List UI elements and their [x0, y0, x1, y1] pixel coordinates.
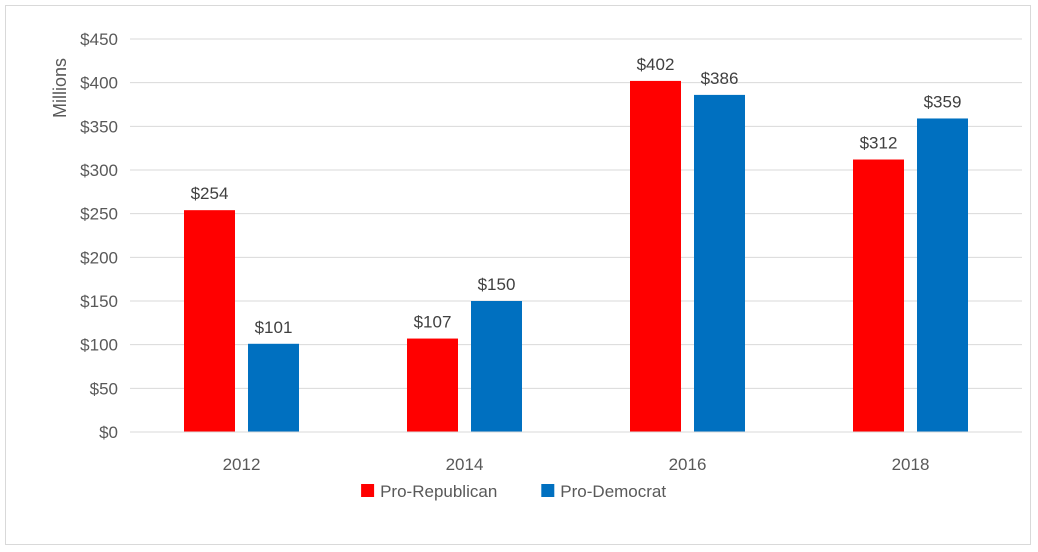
- bar-pro-republican-2018: [853, 159, 904, 432]
- legend-label: Pro-Republican: [380, 482, 497, 501]
- data-label: $101: [255, 318, 293, 337]
- y-tick-label: $150: [80, 292, 118, 311]
- bar-pro-democrat-2014: [471, 301, 522, 432]
- y-tick-label: $400: [80, 74, 118, 93]
- x-tick-label: 2016: [669, 455, 707, 474]
- data-label: $150: [478, 275, 516, 294]
- bar-pro-republican-2014: [407, 338, 458, 432]
- y-tick-label: $100: [80, 336, 118, 355]
- legend-swatch: [361, 484, 375, 497]
- y-axis-ticks: $0 $50 $100 $150 $200 $250 $300 $350 $400 $450: [80, 30, 118, 442]
- data-label: $386: [701, 69, 739, 88]
- bar-pro-democrat-2012: [248, 343, 299, 432]
- data-label: $402: [637, 55, 675, 74]
- y-tick-label: $200: [80, 248, 118, 267]
- y-tick-label: $250: [80, 205, 118, 224]
- bar-pro-democrat-2018: [917, 118, 968, 433]
- data-label: $359: [924, 92, 962, 111]
- x-tick-label: 2018: [892, 455, 930, 474]
- data-labels: $254 $101 $107 $150 $402 $386 $312 $359: [191, 55, 962, 337]
- data-label: $312: [860, 134, 898, 153]
- bar-pro-democrat-2016: [694, 94, 745, 432]
- y-tick-label: $450: [80, 30, 118, 49]
- legend: Pro-Republican Pro-Democrat: [361, 482, 666, 501]
- bar-pro-republican-2012: [184, 210, 235, 432]
- bar-pro-republican-2016: [630, 80, 681, 433]
- y-tick-label: $350: [80, 117, 118, 136]
- bars: [184, 80, 968, 433]
- data-label: $254: [191, 184, 229, 203]
- x-tick-label: 2014: [446, 455, 484, 474]
- y-axis-title: Millions: [50, 58, 70, 118]
- x-axis-ticks: 2012 2014 2016 2018: [223, 455, 930, 474]
- data-label: $107: [414, 313, 452, 332]
- x-tick-label: 2012: [223, 455, 261, 474]
- legend-swatch: [541, 484, 555, 497]
- y-tick-label: $50: [90, 379, 118, 398]
- y-tick-label: $0: [99, 423, 118, 442]
- y-tick-label: $300: [80, 161, 118, 180]
- legend-label: Pro-Democrat: [560, 482, 666, 501]
